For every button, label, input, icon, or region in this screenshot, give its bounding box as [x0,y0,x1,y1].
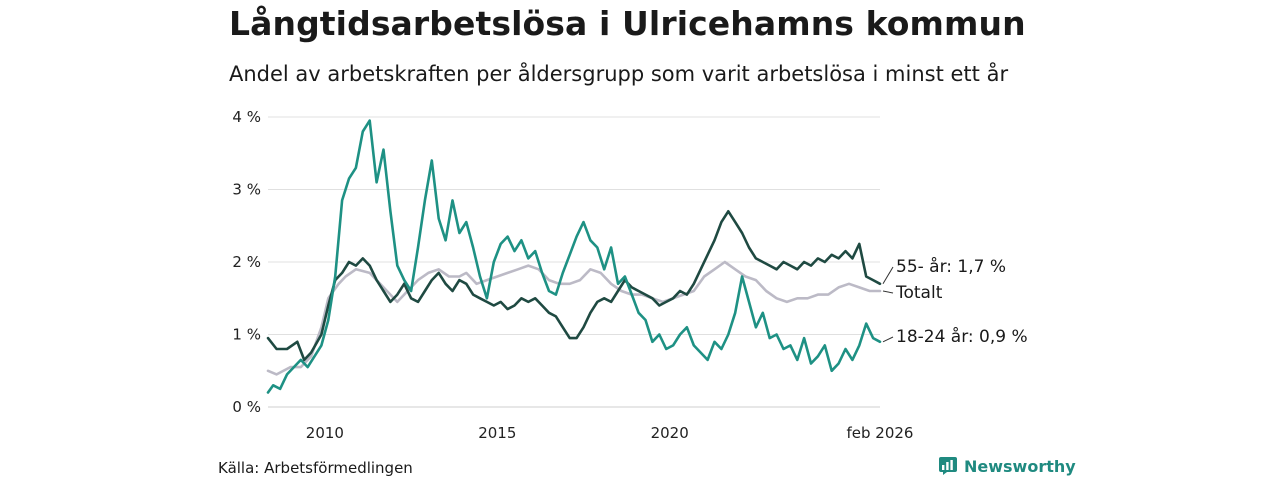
source-note: Källa: Arbetsförmedlingen [218,459,413,477]
y-tick-label: 3 % [232,181,261,199]
brand-name: Newsworthy [964,456,1076,476]
leader-line [882,336,894,343]
series-end-label: Totalt [895,283,943,303]
y-tick-label: 0 % [232,398,261,416]
x-tick-label: feb 2026 [847,424,914,442]
y-tick-label: 1 % [232,326,261,344]
y-tick-label: 4 % [232,108,261,126]
chart-title: Långtidsarbetslösa i Ulricehamns kommun [229,4,1026,43]
newsworthy-logo-icon [939,457,957,475]
x-tick-label: 2015 [478,424,516,442]
series-end-label: 18-24 år: 0,9 % [896,326,1028,347]
series-line-0 [266,260,882,376]
series-line-2 [266,119,882,394]
leader-line [882,290,894,294]
x-tick-label: 2010 [306,424,344,442]
chart-subtitle: Andel av arbetskraften per åldersgrupp s… [229,62,1009,86]
leader-line [882,266,894,285]
series-line-1 [266,210,882,362]
brand-logo[interactable]: Newsworthy [938,456,1076,476]
series-end-label: 55- år: 1,7 % [896,256,1006,277]
y-tick-label: 2 % [232,253,261,271]
x-tick-label: 2020 [651,424,689,442]
